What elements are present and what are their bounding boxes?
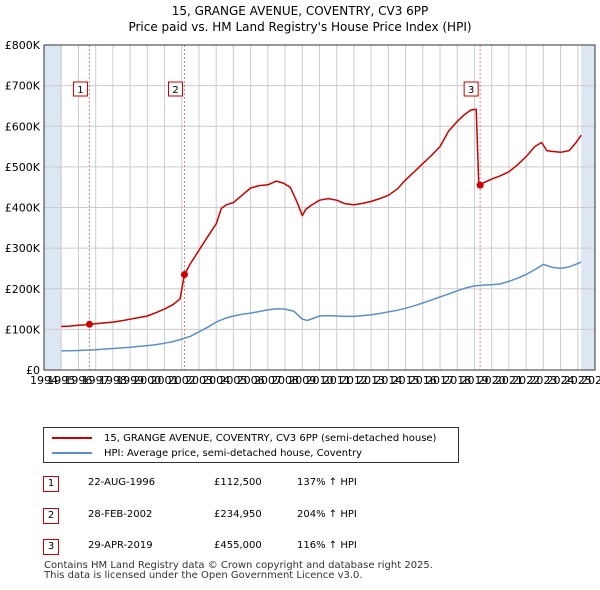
legend-item-property: 15, GRANGE AVENUE, COVENTRY, CV3 6PP (se… — [52, 431, 436, 445]
chart-title: 15, GRANGE AVENUE, COVENTRY, CV3 6PP — [171, 4, 429, 18]
sale-price: £112,500 — [214, 477, 262, 488]
sale-point — [85, 320, 93, 328]
x-tick-label: 1999 — [116, 374, 144, 387]
sale-number-badge: 3 — [43, 539, 59, 555]
x-tick-label: 2017 — [426, 374, 454, 387]
y-tick-label: £100K — [5, 323, 41, 336]
x-tick-label: 2026 — [581, 374, 600, 387]
y-tick-label: £400K — [5, 202, 41, 215]
x-tick-label: 2004 — [202, 374, 230, 387]
x-tick-label: 2023 — [529, 374, 557, 387]
x-tick-label: 2018 — [443, 374, 471, 387]
x-tick-label: 2007 — [254, 374, 282, 387]
sale-label-text: 2 — [172, 85, 178, 96]
sale-number-badge: 2 — [43, 508, 59, 524]
chart-subtitle: Price paid vs. HM Land Registry's House … — [128, 20, 472, 34]
x-tick-label: 2024 — [547, 374, 575, 387]
footer-license: This data is licensed under the Open Gov… — [44, 570, 363, 581]
plot-border — [43, 44, 596, 371]
sale-point — [181, 271, 189, 279]
x-tick-label: 1996 — [64, 374, 92, 387]
sale-label-text: 1 — [77, 85, 83, 96]
x-tick-label: 2015 — [392, 374, 420, 387]
series-line-property — [61, 108, 582, 328]
footer-copyright: Contains HM Land Registry data © Crown c… — [44, 560, 433, 571]
sale-label-box — [463, 81, 479, 97]
y-tick-label: £200K — [5, 283, 41, 296]
x-tick-label: 2003 — [185, 374, 213, 387]
x-tick-label: 2016 — [409, 374, 437, 387]
y-tick-label: £800K — [5, 39, 41, 52]
legend-label-property: 15, GRANGE AVENUE, COVENTRY, CV3 6PP (se… — [104, 432, 437, 444]
y-tick-label: £300K — [5, 242, 41, 255]
sale-point — [476, 181, 484, 189]
x-tick-label: 2008 — [271, 374, 299, 387]
x-tick-label: 1997 — [82, 374, 110, 387]
x-tick-label: 2005 — [219, 374, 247, 387]
y-tick-label: £700K — [5, 80, 41, 93]
sale-date: 28-FEB-2002 — [88, 509, 153, 520]
x-tick-label: 2022 — [512, 374, 540, 387]
x-tick-label: 2014 — [374, 374, 402, 387]
y-tick-label: £600K — [5, 120, 41, 133]
x-tick-label: 2013 — [357, 374, 385, 387]
legend: 15, GRANGE AVENUE, COVENTRY, CV3 6PP (se… — [43, 427, 459, 463]
sale-number-badge: 1 — [43, 476, 59, 492]
sale-price: £455,000 — [214, 540, 262, 551]
x-tick-label: 2012 — [340, 374, 368, 387]
sale-hpi-change: 137% ↑ HPI — [297, 477, 357, 488]
series-line-hpi — [61, 261, 582, 352]
x-tick-label: 2009 — [288, 374, 316, 387]
sale-date: 22-AUG-1996 — [88, 477, 156, 488]
x-tick-label: 1994 — [30, 374, 58, 387]
x-tick-label: 2002 — [168, 374, 196, 387]
x-tick-label: 2000 — [133, 374, 161, 387]
y-tick-label: £500K — [5, 161, 41, 174]
sale-label-text: 3 — [468, 85, 474, 96]
x-tick-label: 1998 — [99, 374, 127, 387]
x-tick-label: 2010 — [306, 374, 334, 387]
legend-label-hpi: HPI: Average price, semi-detached house,… — [104, 447, 363, 459]
x-tick-label: 2021 — [495, 374, 523, 387]
sale-hpi-change: 116% ↑ HPI — [297, 540, 357, 551]
footer: Contains HM Land Registry data © Crown c… — [44, 561, 433, 581]
y-tick-label: £0 — [26, 364, 40, 377]
x-tick-label: 2025 — [564, 374, 592, 387]
sale-label-box — [72, 81, 88, 97]
x-tick-label: 2001 — [151, 374, 179, 387]
x-tick-label: 2020 — [478, 374, 506, 387]
sale-label-box — [168, 81, 184, 97]
x-tick-label: 2011 — [323, 374, 351, 387]
legend-item-hpi: HPI: Average price, semi-detached house,… — [52, 446, 362, 460]
sale-date: 29-APR-2019 — [88, 540, 153, 551]
legend-swatch-property — [52, 437, 92, 439]
price-chart: 1994199519961997199819992000200120022003… — [5, 39, 600, 387]
x-tick-label: 2019 — [460, 374, 488, 387]
x-tick-label: 2006 — [237, 374, 265, 387]
x-tick-label: 1995 — [47, 374, 75, 387]
sale-price: £234,950 — [214, 509, 262, 520]
sale-hpi-change: 204% ↑ HPI — [297, 509, 357, 520]
legend-swatch-hpi — [52, 452, 92, 454]
